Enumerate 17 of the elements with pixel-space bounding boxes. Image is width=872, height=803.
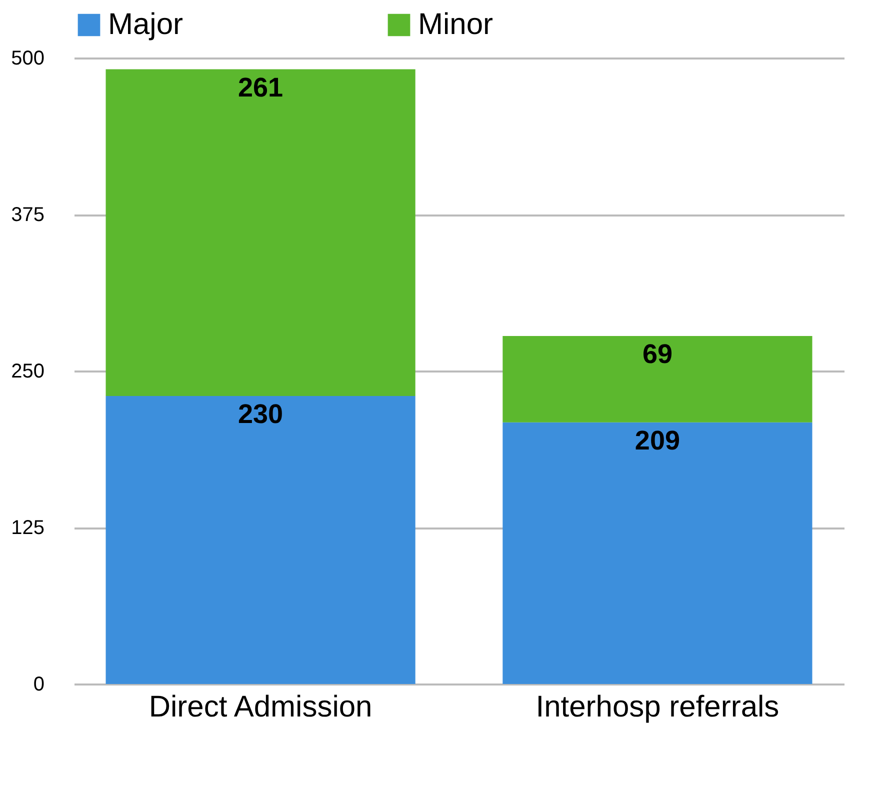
data-label: 69 — [642, 338, 672, 369]
bar — [502, 422, 812, 684]
bar — [106, 69, 416, 396]
data-label: 209 — [634, 425, 680, 456]
x-tick-label: Interhosp referrals — [536, 690, 780, 724]
bar — [106, 396, 416, 684]
data-label: 230 — [238, 399, 284, 430]
x-tick-label: Direct Admission — [148, 690, 372, 724]
data-label: 261 — [238, 72, 284, 102]
y-tick-label: 500 — [11, 48, 44, 70]
y-tick-label: 250 — [11, 360, 44, 382]
y-tick-label: 375 — [11, 204, 44, 226]
legend-label: Minor — [418, 8, 494, 41]
y-tick-label: 125 — [11, 517, 44, 539]
y-tick-label: 0 — [33, 674, 44, 696]
legend-label: Major — [108, 8, 184, 41]
bar — [502, 336, 812, 422]
